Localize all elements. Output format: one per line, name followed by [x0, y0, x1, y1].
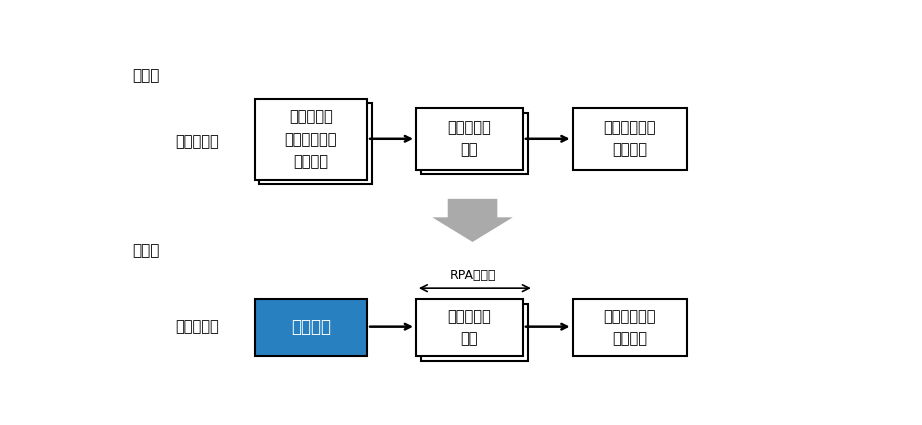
Text: 基幹システム
への登録: 基幹システム への登録 [604, 309, 656, 346]
Text: RPAの活用: RPAの活用 [450, 269, 497, 282]
Bar [254, 99, 367, 180]
Text: エクセルの
サマリシート
への入力: エクセルの サマリシート への入力 [285, 110, 337, 169]
Bar [573, 299, 687, 356]
Text: 基幹システム
への登録: 基幹システム への登録 [604, 120, 656, 157]
Bar [420, 113, 527, 174]
Text: 活用前: 活用前 [132, 68, 160, 83]
Text: 自動転記: 自動転記 [291, 318, 331, 337]
Text: 契約書情報: 契約書情報 [176, 134, 219, 149]
Text: 契約書情報: 契約書情報 [176, 319, 219, 334]
Text: 入力情報の
確認: 入力情報の 確認 [447, 120, 491, 157]
Bar [420, 303, 527, 360]
Polygon shape [432, 199, 513, 242]
Text: 入力情報の
確認: 入力情報の 確認 [447, 309, 491, 346]
Bar [259, 103, 372, 184]
Bar [573, 108, 687, 170]
Bar [416, 108, 523, 170]
Text: 活用後: 活用後 [132, 244, 160, 258]
Bar [254, 299, 367, 356]
Bar [416, 299, 523, 356]
